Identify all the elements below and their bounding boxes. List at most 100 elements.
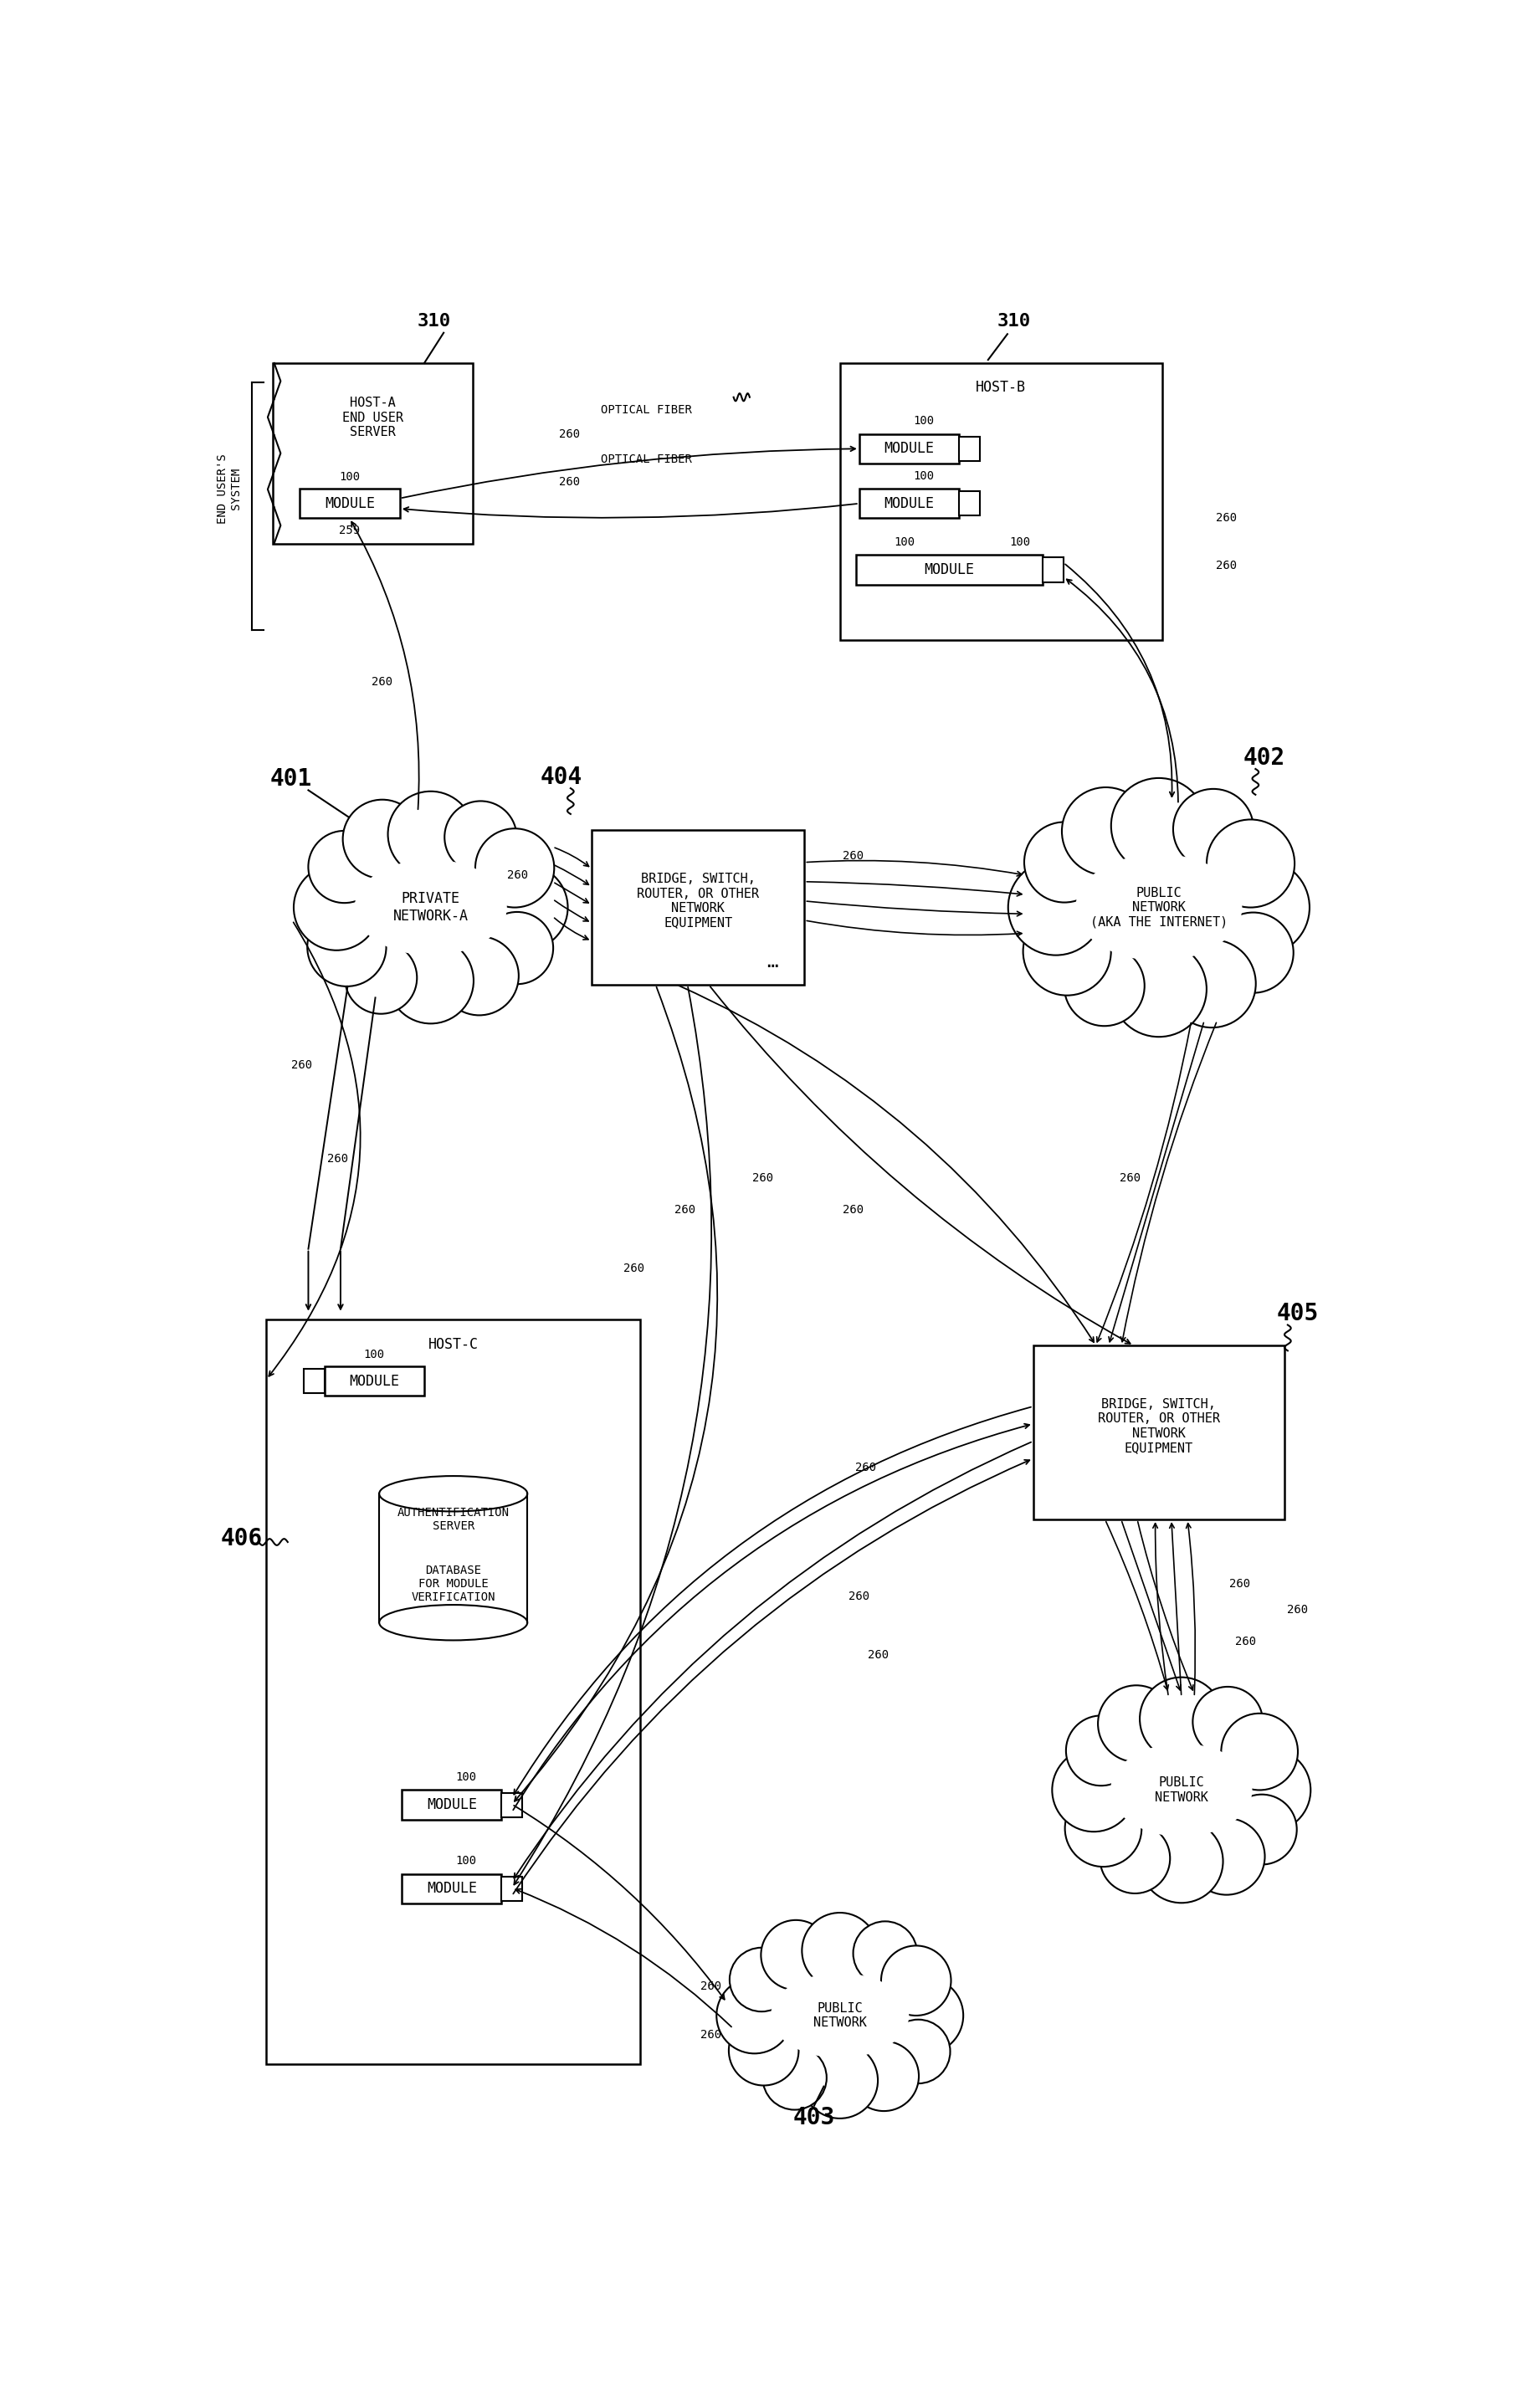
Bar	[840, 364, 1162, 641]
Text: 406: 406	[221, 1527, 262, 1551]
Circle shape	[1214, 860, 1309, 956]
Text: 100: 100	[1009, 537, 1030, 549]
Circle shape	[1188, 1818, 1265, 1895]
Bar	[1033, 1346, 1283, 1519]
Bar	[501, 1792, 521, 1818]
Text: HOST-C: HOST-C	[428, 1336, 478, 1351]
Text: 260: 260	[868, 1649, 889, 1662]
Bar	[379, 1493, 527, 1623]
Text: PUBLIC
NETWORK: PUBLIC NETWORK	[1154, 1777, 1208, 1804]
Text: 260: 260	[1228, 1577, 1249, 1589]
Text: 260: 260	[1286, 1604, 1308, 1616]
Circle shape	[852, 1922, 917, 1984]
Text: 260: 260	[842, 850, 863, 862]
Text: AUTHENTIFICATION
SERVER: AUTHENTIFICATION SERVER	[397, 1507, 509, 1531]
Circle shape	[888, 1977, 963, 2054]
Text: HOST-B: HOST-B	[975, 380, 1026, 395]
Ellipse shape	[771, 1972, 909, 2059]
Text: 260: 260	[291, 1060, 313, 1072]
Text: BRIDGE, SWITCH,
ROUTER, OR OTHER
NETWORK
EQUIPMENT: BRIDGE, SWITCH, ROUTER, OR OTHER NETWORK…	[1098, 1399, 1219, 1454]
Circle shape	[1139, 1820, 1222, 1902]
Circle shape	[307, 908, 386, 987]
Bar	[325, 1365, 425, 1397]
Bar	[592, 831, 803, 985]
Text: 260: 260	[327, 1153, 348, 1165]
Text: 260: 260	[371, 677, 392, 689]
Text: 260: 260	[507, 869, 527, 881]
Ellipse shape	[379, 1476, 527, 1512]
Circle shape	[1173, 790, 1252, 869]
Text: OPTICAL FIBER: OPTICAL FIBER	[601, 405, 691, 417]
Bar	[304, 1368, 325, 1394]
Text: 260: 260	[751, 1173, 773, 1185]
Text: 260: 260	[1234, 1635, 1256, 1647]
Circle shape	[388, 937, 474, 1023]
Text: 259: 259	[339, 525, 360, 537]
Text: 260: 260	[558, 429, 579, 441]
Circle shape	[1206, 819, 1294, 908]
Bar	[1042, 559, 1062, 583]
Circle shape	[308, 831, 380, 903]
Text: 100: 100	[894, 537, 914, 549]
Text: PUBLIC
NETWORK
(AKA THE INTERNET): PUBLIC NETWORK (AKA THE INTERNET)	[1090, 886, 1226, 927]
Text: 401: 401	[270, 766, 311, 790]
Circle shape	[1226, 1794, 1295, 1864]
Text: 260: 260	[855, 1462, 875, 1474]
Ellipse shape	[354, 860, 507, 956]
Bar	[402, 1789, 501, 1820]
Text: MODULE: MODULE	[883, 496, 934, 510]
Circle shape	[1064, 1789, 1141, 1866]
Circle shape	[1220, 1714, 1297, 1789]
Text: 260: 260	[701, 1982, 721, 1991]
Circle shape	[1024, 821, 1104, 903]
Circle shape	[1110, 942, 1206, 1038]
Text: MODULE: MODULE	[350, 1373, 399, 1389]
Circle shape	[1098, 1686, 1174, 1763]
Text: 100: 100	[455, 1854, 477, 1866]
Ellipse shape	[1098, 1729, 1265, 1849]
Circle shape	[1139, 1678, 1222, 1760]
Circle shape	[475, 828, 553, 908]
Text: ⋯: ⋯	[766, 958, 777, 975]
Text: MODULE: MODULE	[924, 563, 973, 578]
Circle shape	[802, 2042, 877, 2119]
Circle shape	[880, 1946, 950, 2015]
Circle shape	[716, 1977, 793, 2054]
Text: 260: 260	[622, 1262, 644, 1274]
Text: 260: 260	[1216, 513, 1236, 523]
Text: OPTICAL FIBER: OPTICAL FIBER	[601, 453, 691, 465]
Text: 260: 260	[1216, 561, 1236, 571]
Circle shape	[802, 1912, 877, 1989]
Ellipse shape	[757, 1960, 921, 2071]
Bar	[501, 1876, 521, 1900]
Text: 310: 310	[996, 313, 1030, 330]
Circle shape	[1213, 913, 1292, 992]
Bar	[958, 491, 980, 515]
Circle shape	[1064, 946, 1144, 1026]
Text: 404: 404	[540, 766, 583, 790]
Ellipse shape	[1110, 1743, 1251, 1837]
Text: MODULE: MODULE	[883, 441, 934, 455]
Circle shape	[445, 802, 517, 874]
Circle shape	[1061, 787, 1150, 874]
Text: 260: 260	[558, 477, 579, 489]
Bar	[267, 1320, 639, 2064]
Circle shape	[1065, 1714, 1136, 1787]
Ellipse shape	[1075, 855, 1242, 961]
Text: 260: 260	[1119, 1173, 1139, 1185]
Ellipse shape	[379, 1604, 527, 1640]
Text: 260: 260	[675, 1204, 696, 1216]
Bar	[402, 1873, 501, 1902]
Ellipse shape	[340, 845, 521, 970]
Bar	[858, 489, 958, 518]
Circle shape	[342, 799, 422, 879]
Text: 310: 310	[417, 313, 451, 330]
Bar	[855, 554, 1042, 585]
Text: 405: 405	[1275, 1303, 1318, 1324]
Circle shape	[1052, 1748, 1134, 1832]
Text: PUBLIC
NETWORK: PUBLIC NETWORK	[812, 2001, 866, 2030]
Text: HOST-A
END USER
SERVER: HOST-A END USER SERVER	[342, 397, 403, 438]
Text: 260: 260	[701, 2030, 721, 2040]
Circle shape	[730, 1948, 793, 2011]
Text: PRIVATE
NETWORK-A: PRIVATE NETWORK-A	[392, 891, 468, 925]
